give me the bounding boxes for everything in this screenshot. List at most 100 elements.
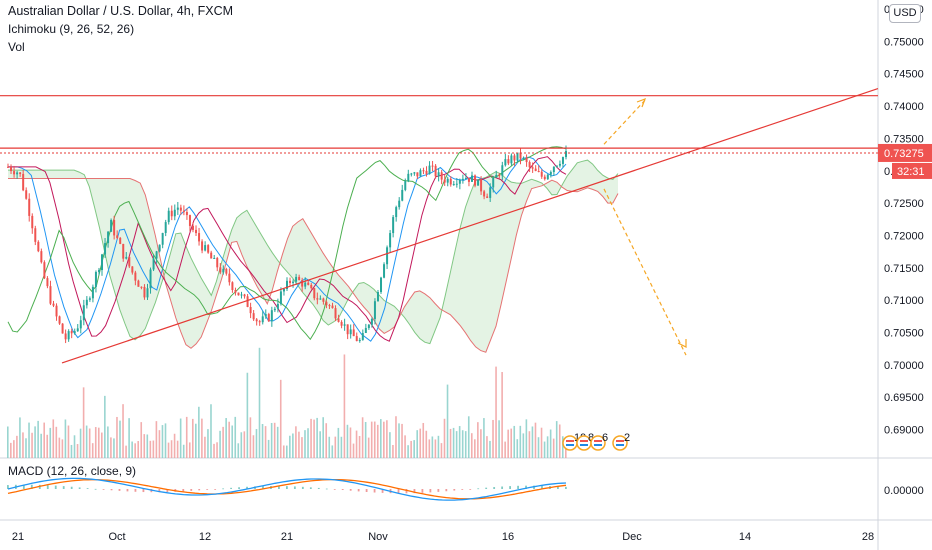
candle-body[interactable] — [313, 288, 316, 299]
currency-button[interactable]: USD — [889, 4, 921, 23]
candle-body[interactable] — [207, 245, 210, 253]
candle-body[interactable] — [513, 155, 516, 161]
candle-body[interactable] — [246, 296, 249, 307]
candle-body[interactable] — [213, 257, 216, 259]
candle-body[interactable] — [486, 196, 489, 198]
candle-body[interactable] — [537, 170, 540, 172]
candle-body[interactable] — [380, 277, 383, 293]
candle-body[interactable] — [182, 210, 185, 213]
candle-body[interactable] — [134, 272, 137, 281]
candle-body[interactable] — [243, 294, 246, 297]
candle-body[interactable] — [361, 332, 364, 340]
symbol-title[interactable]: Australian Dollar / U.S. Dollar, 4h, FXC… — [8, 4, 234, 18]
candle-body[interactable] — [231, 282, 234, 290]
candle-body[interactable] — [237, 292, 240, 296]
candle-body[interactable] — [398, 200, 401, 208]
candle-body[interactable] — [383, 264, 386, 278]
candle-body[interactable] — [164, 222, 167, 233]
candle-body[interactable] — [289, 280, 292, 283]
candle-body[interactable] — [480, 179, 483, 192]
candle-body[interactable] — [25, 190, 28, 199]
candle-body[interactable] — [401, 189, 404, 201]
candle-body[interactable] — [125, 256, 128, 259]
candle-body[interactable] — [370, 318, 373, 325]
candle-body[interactable] — [331, 305, 334, 309]
candle-body[interactable] — [413, 172, 416, 174]
candle-body[interactable] — [507, 159, 510, 164]
candle-body[interactable] — [319, 298, 322, 300]
candle-body[interactable] — [167, 210, 170, 223]
candle-body[interactable] — [31, 215, 34, 229]
candle-body[interactable] — [10, 166, 13, 172]
candle-body[interactable] — [355, 336, 358, 342]
candle-body[interactable] — [440, 172, 443, 180]
candle-body[interactable] — [334, 308, 337, 319]
candle-body[interactable] — [546, 174, 549, 180]
candle-body[interactable] — [188, 215, 191, 226]
candle-body[interactable] — [516, 152, 519, 161]
candle-body[interactable] — [501, 165, 504, 176]
candle-body[interactable] — [149, 269, 152, 289]
candle-body[interactable] — [97, 270, 100, 272]
candle-body[interactable] — [389, 233, 392, 248]
candle-body[interactable] — [458, 179, 461, 184]
candle-body[interactable] — [416, 172, 419, 177]
candle-body[interactable] — [195, 229, 198, 234]
drawing-tools[interactable] — [0, 88, 879, 364]
candle-body[interactable] — [477, 179, 480, 186]
candle-body[interactable] — [152, 258, 155, 270]
candle-body[interactable] — [295, 276, 298, 282]
candle-body[interactable] — [116, 235, 119, 238]
candle-body[interactable] — [73, 331, 76, 334]
candle-body[interactable] — [431, 165, 434, 167]
candle-body[interactable] — [122, 243, 125, 259]
candle-body[interactable] — [528, 162, 531, 168]
bullish-projection[interactable] — [603, 99, 646, 145]
candle-body[interactable] — [504, 159, 507, 166]
candlesticks[interactable] — [7, 145, 567, 344]
candle-body[interactable] — [346, 324, 349, 335]
candle-body[interactable] — [307, 282, 310, 285]
candle-body[interactable] — [61, 323, 64, 334]
candle-body[interactable] — [198, 233, 201, 242]
macd-legend[interactable]: MACD (12, 26, close, 9) — [8, 464, 137, 478]
candle-body[interactable] — [101, 254, 104, 271]
candle-body[interactable] — [234, 289, 237, 293]
candle-body[interactable] — [79, 320, 82, 329]
candle-body[interactable] — [352, 329, 355, 337]
candle-body[interactable] — [561, 157, 564, 164]
candle-body[interactable] — [279, 291, 282, 304]
candle-body[interactable] — [185, 212, 188, 216]
candle-body[interactable] — [489, 187, 492, 198]
candle-body[interactable] — [113, 219, 116, 236]
candle-body[interactable] — [498, 174, 501, 176]
candle-body[interactable] — [525, 157, 528, 163]
candle-body[interactable] — [67, 331, 70, 340]
candle-body[interactable] — [492, 177, 495, 188]
candle-body[interactable] — [422, 170, 425, 172]
candle-body[interactable] — [143, 286, 146, 298]
candle-body[interactable] — [49, 286, 52, 304]
candle-body[interactable] — [449, 178, 452, 185]
candle-body[interactable] — [55, 305, 58, 317]
candle-body[interactable] — [434, 165, 437, 177]
candle-body[interactable] — [328, 305, 331, 307]
candle-body[interactable] — [483, 191, 486, 197]
candle-body[interactable] — [276, 303, 279, 309]
candle-body[interactable] — [64, 333, 67, 340]
candle-body[interactable] — [40, 251, 43, 263]
candle-body[interactable] — [264, 314, 267, 317]
candle-body[interactable] — [216, 257, 219, 268]
candle-body[interactable] — [19, 172, 22, 174]
event-badges[interactable]: 19862 — [562, 432, 630, 451]
candle-body[interactable] — [555, 165, 558, 167]
candle-body[interactable] — [367, 324, 370, 328]
candle-body[interactable] — [270, 310, 273, 322]
price-axis[interactable]: 0.755000.750000.745000.740000.735000.730… — [884, 4, 924, 497]
candle-body[interactable] — [131, 266, 134, 273]
candle-body[interactable] — [437, 172, 440, 177]
candle-body[interactable] — [325, 301, 328, 306]
candle-body[interactable] — [52, 303, 55, 306]
candle-body[interactable] — [128, 256, 131, 267]
